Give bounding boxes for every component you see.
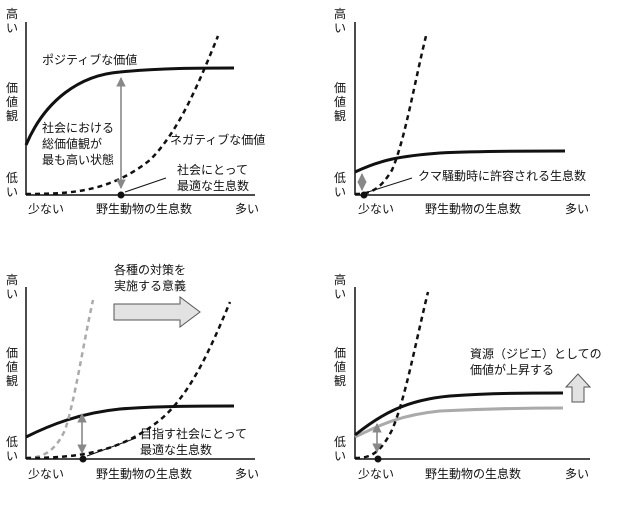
panel1-optimal-label-2: 最適な生息数 xyxy=(177,178,249,193)
panel3-measures-arrow xyxy=(113,296,201,328)
panel3-y-mid-3: 観 xyxy=(6,374,18,388)
panel1-x-high: 多い xyxy=(235,202,259,216)
panel4-up-arrow xyxy=(564,373,592,403)
panel4-x-low: 少ない xyxy=(358,467,394,481)
panel1-y-mid-2: 値 xyxy=(6,94,18,109)
panel4-negative-curve xyxy=(354,291,430,460)
panel4-new-positive-curve xyxy=(354,391,564,437)
panel1-optimal-point xyxy=(117,191,125,199)
panel4-y-low-2: い xyxy=(334,449,346,463)
panel1-y-mid-3: 観 xyxy=(6,109,18,123)
panel4-x-mid: 野生動物の生息数 xyxy=(425,466,521,481)
panel1-y-low-1: 低 xyxy=(6,171,18,185)
panel1-x-low: 少ない xyxy=(28,202,64,216)
panel2-x-low: 少ない xyxy=(358,202,394,216)
panel4-y-mid-2: 値 xyxy=(334,359,346,374)
panel3-y-high-1: 高 xyxy=(6,272,18,287)
panel1-max-label-1: 社会における xyxy=(42,120,114,135)
panel3-target-label-1: 目指す社会にとって xyxy=(140,426,247,441)
panel4-resource-label-1: 資源（ジビエ）としての xyxy=(470,347,602,361)
panel-2: 高 い 価 値 観 低 い 少ない 野生動物の生息数 多い クマ騒動時に許容され… xyxy=(334,6,590,216)
panel4-y-mid-3: 観 xyxy=(334,374,346,388)
panel3-target-label-2: 最適な生息数 xyxy=(140,442,212,457)
panel2-y-mid-2: 値 xyxy=(334,94,346,109)
panel4-y-high-1: 高 xyxy=(334,272,346,287)
panel2-positive-curve xyxy=(354,149,566,174)
panel1-positive-label: ポジティブな価値 xyxy=(42,52,137,67)
panel1-positive-curve xyxy=(24,66,235,146)
panel3-positive-curve xyxy=(25,404,235,439)
panel4-y-low-1: 低 xyxy=(334,435,346,449)
panel2-x-mid: 野生動物の生息数 xyxy=(425,201,521,216)
panel1-y-low-2: い xyxy=(6,185,18,199)
panel3-y-high-2: い xyxy=(6,287,18,301)
panel1-x-mid: 野生動物の生息数 xyxy=(96,201,192,216)
panel4-y-mid-1: 価 xyxy=(334,346,346,360)
panel2-y-high-2: い xyxy=(334,21,346,35)
panel3-y-low-2: い xyxy=(6,449,18,463)
panel3-measures-label-1: 各種の対策を xyxy=(114,262,186,277)
panel-4: 高 い 価 値 観 低 い 少ない 野生動物の生息数 多い 資源（ジビエ）として… xyxy=(334,272,602,481)
panel-1: 高 い 価 値 観 低 い 少ない 野生動物の生息数 多い ポジティブな価値 ネ… xyxy=(6,6,265,216)
panel2-y-mid-1: 価 xyxy=(334,81,346,95)
panel2-y-low-2: い xyxy=(334,185,346,199)
panel1-max-label-3: 最も高い状態 xyxy=(42,152,114,167)
panel3-x-high: 多い xyxy=(235,467,259,481)
panel4-optimal-point xyxy=(374,455,382,463)
panel-3: 高 い 価 値 観 低 い 少ない 野生動物の生息数 多い 各種の対策を 実施す… xyxy=(6,262,259,481)
panel3-x-low: 少ない xyxy=(28,467,64,481)
panel1-negative-curve xyxy=(25,35,220,196)
panel2-negative-curve xyxy=(354,35,428,196)
panel2-tolerance-point xyxy=(360,191,368,199)
panel3-y-mid-2: 値 xyxy=(6,359,18,374)
panel3-y-low-1: 低 xyxy=(6,435,18,449)
panel2-y-high-1: 高 xyxy=(334,6,346,21)
panel3-target-leader xyxy=(86,437,137,457)
panel4-resource-label-2: 価値が上昇する xyxy=(470,362,554,377)
panel1-optimal-leader xyxy=(124,177,167,193)
panel4-x-high: 多い xyxy=(565,467,589,481)
panel2-tolerance-leader xyxy=(367,177,413,193)
panel3-target-point xyxy=(79,455,87,463)
panel1-negative-label: ネガティブな価値 xyxy=(170,132,265,147)
panel1-optimal-label-1: 社会にとって xyxy=(177,162,248,177)
panel1-y-high-1: 高 xyxy=(6,6,18,21)
panel2-y-mid-3: 観 xyxy=(334,109,346,123)
panel4-y-high-2: い xyxy=(334,287,346,301)
panel3-y-mid-1: 価 xyxy=(6,346,18,360)
panel3-x-mid: 野生動物の生息数 xyxy=(96,466,192,481)
panel2-x-high: 多い xyxy=(565,202,589,216)
panel1-y-mid-1: 価 xyxy=(6,81,18,95)
panel3-old-negative-curve xyxy=(25,299,95,460)
panel2-tolerance-label: クマ騒動時に許容される生息数 xyxy=(418,168,586,183)
panel1-y-high-2: い xyxy=(6,21,18,35)
panel3-measures-label-2: 実施する意義 xyxy=(114,278,186,293)
panel1-max-label-2: 総価値観が xyxy=(42,136,102,151)
panel2-y-low-1: 低 xyxy=(334,171,346,185)
